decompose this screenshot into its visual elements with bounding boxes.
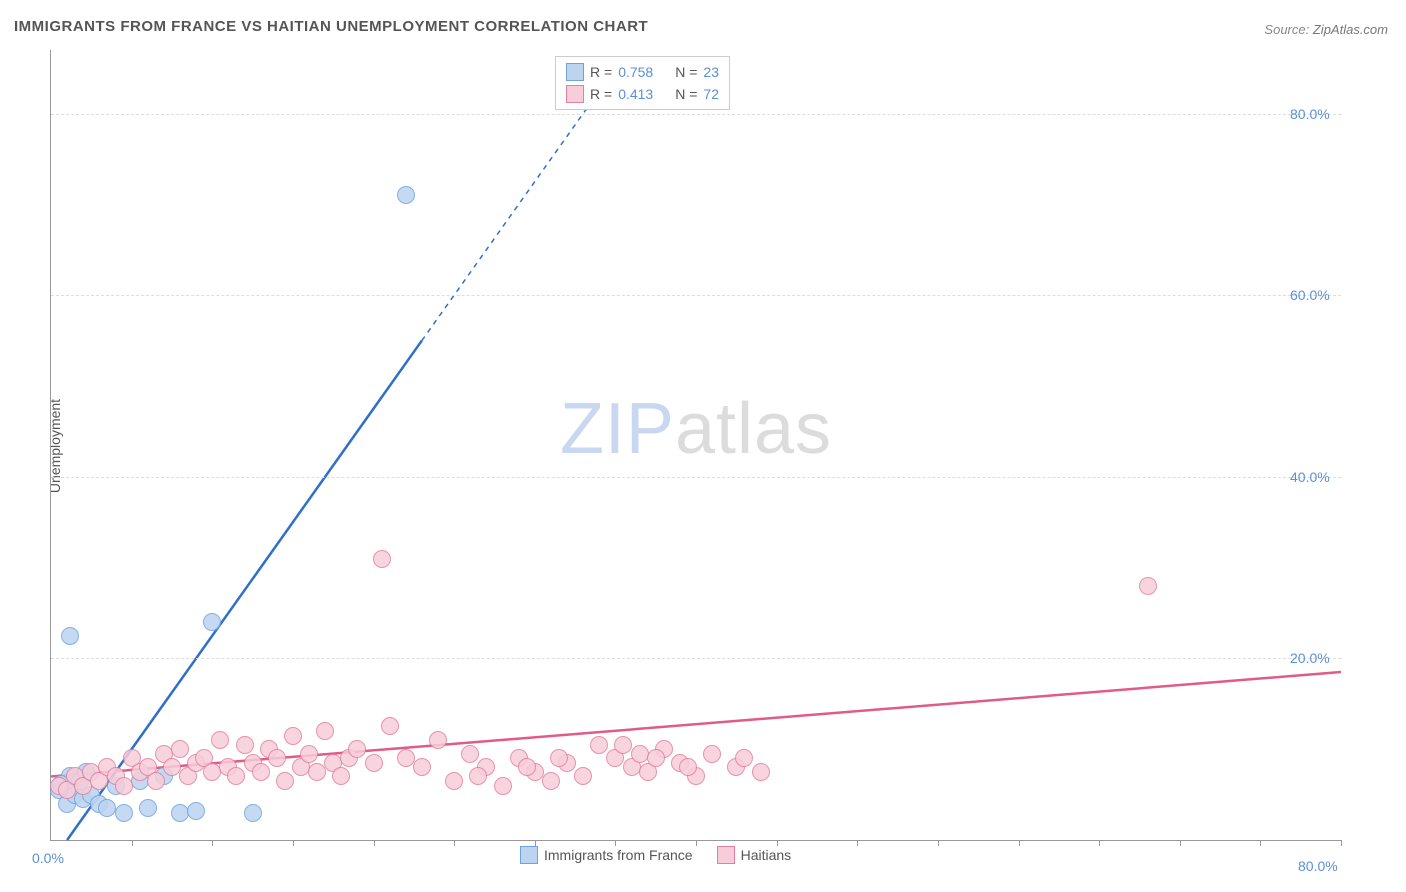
gridline bbox=[51, 477, 1341, 478]
plot-area: ZIPatlas bbox=[50, 50, 1341, 841]
origin-label: 0.0% bbox=[32, 850, 64, 866]
data-point-haitians bbox=[211, 731, 229, 749]
x-tick bbox=[1180, 840, 1181, 846]
legend-swatch bbox=[520, 846, 538, 864]
legend-swatch bbox=[717, 846, 735, 864]
legend-n-value: 72 bbox=[703, 86, 719, 102]
data-point-haitians bbox=[308, 763, 326, 781]
x-tick bbox=[1341, 840, 1342, 846]
x-tick bbox=[1260, 840, 1261, 846]
legend-row: R = 0.413 N = 72 bbox=[566, 83, 719, 105]
legend-swatch bbox=[566, 63, 584, 81]
data-point-haitians bbox=[461, 745, 479, 763]
correlation-legend: R = 0.758 N = 23 R = 0.413 N = 72 bbox=[555, 56, 730, 110]
data-point-haitians bbox=[679, 758, 697, 776]
legend-item: Immigrants from France bbox=[520, 846, 693, 864]
data-point-haitians bbox=[227, 767, 245, 785]
x-tick bbox=[293, 840, 294, 846]
x-tick bbox=[1099, 840, 1100, 846]
data-point-haitians bbox=[647, 749, 665, 767]
data-point-france bbox=[187, 802, 205, 820]
y-tick-label: 40.0% bbox=[1290, 469, 1330, 485]
x-max-label: 80.0% bbox=[1298, 858, 1338, 874]
data-point-haitians bbox=[284, 727, 302, 745]
legend-r-label: R = bbox=[590, 64, 612, 80]
source-attribution: Source: ZipAtlas.com bbox=[1264, 22, 1388, 37]
data-point-haitians bbox=[445, 772, 463, 790]
data-point-haitians bbox=[115, 777, 133, 795]
data-point-haitians bbox=[614, 736, 632, 754]
data-point-haitians bbox=[574, 767, 592, 785]
data-point-haitians bbox=[171, 740, 189, 758]
y-tick-label: 80.0% bbox=[1290, 106, 1330, 122]
data-point-haitians bbox=[469, 767, 487, 785]
x-tick bbox=[1019, 840, 1020, 846]
data-point-haitians bbox=[236, 736, 254, 754]
legend-n-label: N = bbox=[675, 64, 697, 80]
data-point-haitians bbox=[550, 749, 568, 767]
x-tick bbox=[938, 840, 939, 846]
data-point-haitians bbox=[735, 749, 753, 767]
legend-label: Immigrants from France bbox=[544, 847, 693, 863]
data-point-haitians bbox=[147, 772, 165, 790]
legend-n-label: N = bbox=[675, 86, 697, 102]
legend-label: Haitians bbox=[741, 847, 792, 863]
x-tick bbox=[212, 840, 213, 846]
data-point-france bbox=[171, 804, 189, 822]
legend-n-value: 23 bbox=[703, 64, 719, 80]
data-point-haitians bbox=[276, 772, 294, 790]
legend-swatch bbox=[566, 85, 584, 103]
data-point-france bbox=[397, 186, 415, 204]
data-point-haitians bbox=[397, 749, 415, 767]
legend-r-value: 0.413 bbox=[618, 86, 653, 102]
data-point-haitians bbox=[373, 550, 391, 568]
data-point-haitians bbox=[631, 745, 649, 763]
legend-r-label: R = bbox=[590, 86, 612, 102]
data-point-france bbox=[61, 627, 79, 645]
series-legend: Immigrants from France Haitians bbox=[520, 846, 791, 864]
data-point-haitians bbox=[494, 777, 512, 795]
data-point-haitians bbox=[365, 754, 383, 772]
data-point-haitians bbox=[332, 767, 350, 785]
data-point-haitians bbox=[163, 758, 181, 776]
legend-row: R = 0.758 N = 23 bbox=[566, 61, 719, 83]
watermark: ZIPatlas bbox=[560, 388, 832, 470]
data-point-haitians bbox=[381, 717, 399, 735]
data-point-france bbox=[203, 613, 221, 631]
data-point-haitians bbox=[518, 758, 536, 776]
data-point-haitians bbox=[300, 745, 318, 763]
data-point-france bbox=[115, 804, 133, 822]
gridline bbox=[51, 114, 1341, 115]
y-tick-label: 60.0% bbox=[1290, 287, 1330, 303]
gridline bbox=[51, 295, 1341, 296]
watermark-atlas: atlas bbox=[675, 389, 832, 469]
x-tick bbox=[374, 840, 375, 846]
data-point-france bbox=[139, 799, 157, 817]
source-label: Source: bbox=[1264, 22, 1309, 37]
data-point-france bbox=[244, 804, 262, 822]
gridline bbox=[51, 658, 1341, 659]
chart-title: IMMIGRANTS FROM FRANCE VS HAITIAN UNEMPL… bbox=[14, 18, 648, 35]
data-point-haitians bbox=[429, 731, 447, 749]
data-point-haitians bbox=[542, 772, 560, 790]
data-point-haitians bbox=[413, 758, 431, 776]
legend-item: Haitians bbox=[717, 846, 792, 864]
data-point-haitians bbox=[316, 722, 334, 740]
data-point-haitians bbox=[1139, 577, 1157, 595]
data-point-haitians bbox=[268, 749, 286, 767]
x-tick bbox=[132, 840, 133, 846]
source-name: ZipAtlas.com bbox=[1313, 22, 1388, 37]
watermark-zip: ZIP bbox=[560, 389, 675, 469]
x-tick bbox=[857, 840, 858, 846]
x-tick bbox=[454, 840, 455, 846]
data-point-haitians bbox=[252, 763, 270, 781]
data-point-haitians bbox=[752, 763, 770, 781]
regression-lines bbox=[51, 50, 1341, 840]
data-point-haitians bbox=[703, 745, 721, 763]
legend-r-value: 0.758 bbox=[618, 64, 653, 80]
y-tick-label: 20.0% bbox=[1290, 650, 1330, 666]
data-point-haitians bbox=[348, 740, 366, 758]
data-point-haitians bbox=[590, 736, 608, 754]
